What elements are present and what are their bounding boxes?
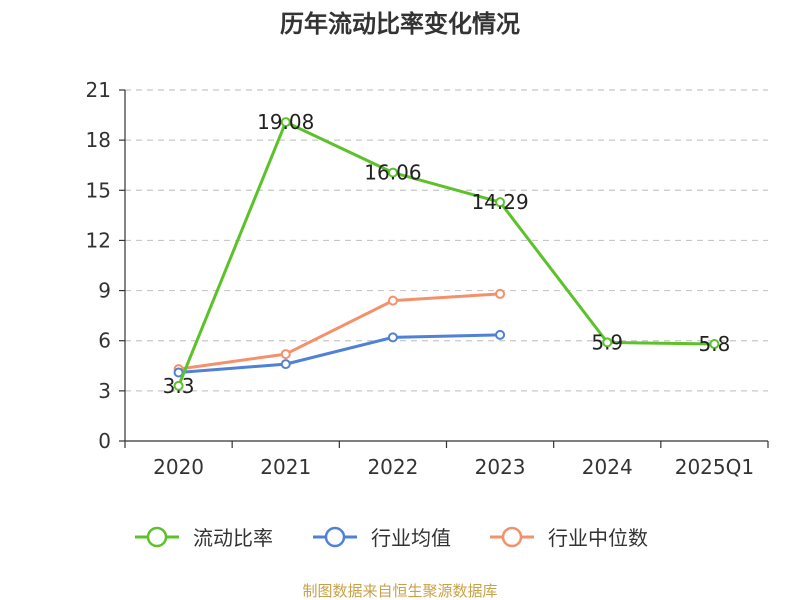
series-0: [173, 117, 720, 391]
legend-item[interactable]: 行业均值: [313, 526, 451, 550]
data-point: [387, 295, 398, 306]
legend-item[interactable]: 行业中位数: [490, 526, 648, 550]
data-point: [387, 332, 398, 343]
y-tick-label: 0: [98, 429, 111, 453]
x-tick-label: 2024: [582, 455, 633, 479]
y-tick-label: 21: [86, 78, 111, 102]
y-tick-label: 12: [86, 228, 111, 252]
legend-item[interactable]: 流动比率: [135, 526, 273, 550]
data-point: [280, 117, 291, 128]
data-label: 14.29: [471, 190, 528, 214]
series-1: [173, 329, 506, 378]
data-labels: 3.3 19.08 16.06 14.29 5.9 5.8: [163, 110, 731, 398]
legend-label: 行业均值: [371, 526, 451, 550]
legend-marker: [501, 526, 523, 548]
series-line: [178, 292, 501, 371]
axes: 0 3 6 9 12 15 18 21 2020 2021 2022 2023 2024 2025Q1: [86, 78, 769, 479]
series-line: [177, 120, 715, 387]
data-point: [709, 339, 720, 350]
series-area: [173, 117, 720, 391]
data-point: [602, 337, 613, 348]
legend-label: 流动比率: [193, 526, 273, 550]
x-tick-label: 2021: [260, 455, 311, 479]
source-note: 制图数据来自恒生聚源数据库: [302, 582, 497, 600]
data-point: [173, 380, 184, 391]
x-tick-label: 2022: [367, 455, 418, 479]
y-tick-label: 3: [98, 379, 111, 403]
legend-label: 行业中位数: [548, 526, 648, 550]
data-point: [280, 349, 291, 360]
data-label: 3.3: [163, 374, 195, 398]
x-tick-label: 2023: [475, 455, 526, 479]
data-label: 5.8: [699, 332, 731, 356]
x-tick-label: 2025Q1: [675, 455, 754, 479]
data-point: [387, 167, 398, 178]
y-tick-label: 18: [86, 128, 111, 152]
data-point: [495, 329, 506, 340]
data-point: [495, 288, 506, 299]
grid: [125, 89, 768, 392]
legend-marker: [146, 526, 168, 548]
legend[interactable]: 流动比率 行业均值 行业中位数: [135, 526, 648, 550]
x-tick-label: 2020: [153, 455, 204, 479]
data-point: [495, 197, 506, 208]
data-label: 16.06: [364, 161, 421, 185]
legend-marker: [324, 526, 346, 548]
y-tick-label: 9: [98, 279, 111, 303]
data-label: 5.9: [591, 330, 623, 354]
y-tick-label: 15: [86, 178, 111, 202]
series-line: [178, 333, 501, 374]
data-label: 19.08: [257, 110, 314, 134]
chart-title: 历年流动比率变化情况: [280, 10, 520, 38]
series-2: [173, 288, 506, 375]
data-point: [280, 359, 291, 370]
y-tick-label: 6: [98, 329, 111, 353]
